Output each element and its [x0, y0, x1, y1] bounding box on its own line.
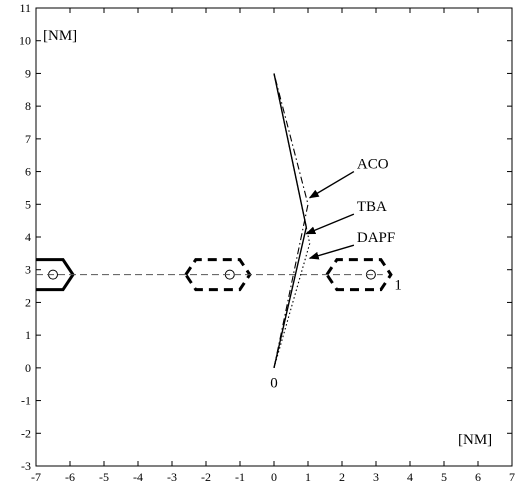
label-tba: TBA [357, 199, 387, 215]
arrow-dapf [308, 244, 355, 260]
unit-label-bottom: [NM] [458, 432, 492, 448]
x-tick-label: -7 [31, 470, 41, 484]
x-axis-ticks: -7 -6 -5 -4 -3 -2 -1 0 1 2 3 4 5 6 7 [31, 8, 515, 484]
x-tick-label: 4 [407, 470, 413, 484]
x-tick-label: 0 [271, 470, 277, 484]
y-tick-label: 2 [25, 295, 31, 309]
y-tick-label: 11 [19, 1, 31, 15]
x-tick-label: -3 [167, 470, 177, 484]
y-tick-label: -3 [21, 459, 31, 473]
y-tick-label: -2 [21, 426, 31, 440]
unit-label-top: [NM] [43, 28, 77, 44]
y-tick-label: 9 [25, 66, 31, 80]
x-tick-label: -4 [133, 470, 143, 484]
x-tick-label: 2 [339, 470, 345, 484]
arrow-tba [305, 213, 355, 235]
y-tick-label: 4 [25, 230, 31, 244]
y-tick-label: 0 [25, 361, 31, 375]
x-tick-label: -2 [201, 470, 211, 484]
y-tick-label: 3 [25, 263, 31, 277]
y-tick-label: 8 [25, 99, 31, 113]
trajectory-series-layer [273, 73, 311, 369]
trajectory-tba [273, 73, 308, 369]
point-label: 0 [270, 376, 278, 392]
trajectory-dapf [273, 73, 311, 369]
obstacle-ship-outline [325, 258, 393, 292]
y-tick-label: -1 [21, 394, 31, 408]
x-tick-label: -6 [65, 470, 75, 484]
x-tick-label: 6 [475, 470, 481, 484]
y-tick-label: 5 [25, 197, 31, 211]
y-tick-label: 7 [25, 132, 31, 146]
label-aco: ACO [357, 157, 389, 173]
x-tick-label: 7 [509, 470, 515, 484]
y-tick-label: 1 [25, 328, 31, 342]
arrow-aco [308, 170, 355, 199]
point-label: 1 [394, 277, 402, 293]
x-tick-label: 5 [441, 470, 447, 484]
arrow-annotation-layer: ACO TBA DAPF 0 1 [270, 157, 402, 392]
x-tick-label: 1 [305, 470, 311, 484]
y-tick-label: 6 [25, 165, 31, 179]
y-tick-label: 10 [19, 34, 31, 48]
label-dapf: DAPF [357, 230, 395, 246]
trajectory-aco [273, 73, 309, 368]
x-tick-label: 3 [373, 470, 379, 484]
x-tick-label: -1 [235, 470, 245, 484]
x-tick-label: -5 [99, 470, 109, 484]
